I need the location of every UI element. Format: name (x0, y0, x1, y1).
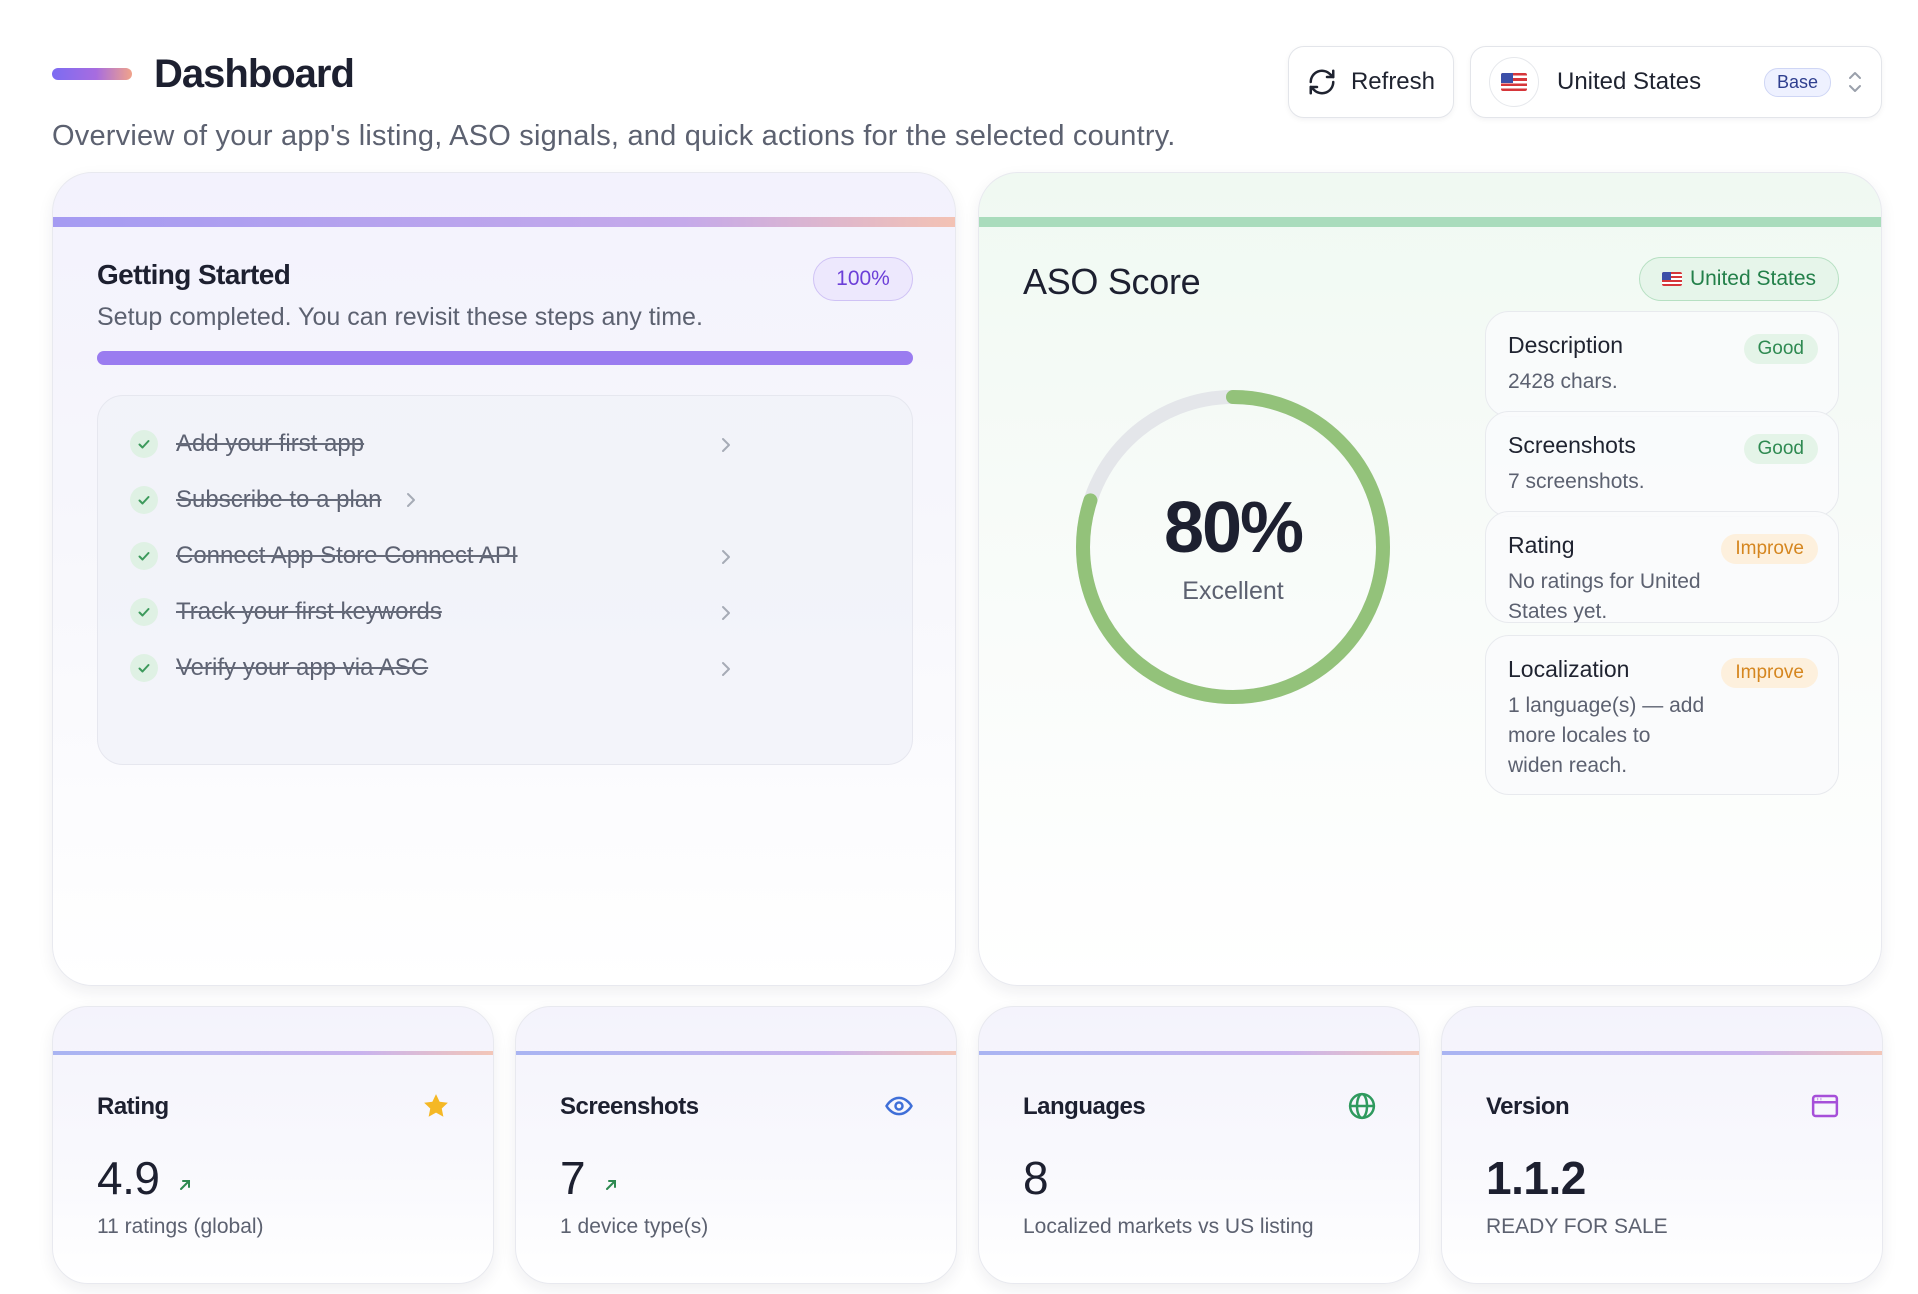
page-title: Dashboard (154, 51, 355, 96)
step-label: Track your first keywords (176, 598, 442, 625)
stat-value-row: 8 (1023, 1151, 1049, 1205)
refresh-icon (1309, 69, 1335, 95)
stat-value-row: 4.9 (97, 1151, 193, 1205)
status-badge: Good (1743, 334, 1818, 364)
status-badge: Improve (1721, 658, 1818, 688)
chevron-right-icon[interactable] (718, 658, 734, 680)
stat-title: Languages (1023, 1093, 1146, 1120)
stat-card-rating: Rating 4.9 11 ratings (global) (52, 1006, 494, 1284)
trend-up-icon (180, 1180, 191, 1190)
refresh-label: Refresh (1350, 68, 1436, 95)
chevron-right-icon (407, 493, 416, 507)
check-icon (130, 486, 158, 514)
metric-title: Rating (1508, 532, 1575, 558)
trend-up-icon (606, 1180, 617, 1190)
step-label: Subscribe to a plan (176, 486, 382, 513)
us-flag-icon (1501, 73, 1527, 91)
aso-score-card: ASO Score United States 80% Excellent De… (978, 172, 1882, 986)
stat-card-languages: Languages 8 Localized markets vs US list… (978, 1006, 1420, 1284)
star-icon (424, 1094, 448, 1117)
globe-icon (1348, 1092, 1376, 1120)
stat-card-version: Version 1.1.2 READY FOR SALE (1441, 1006, 1883, 1284)
aso-country-badge: United States (1639, 257, 1839, 301)
metric-rating: Rating No ratings for United States yet.… (1485, 511, 1839, 623)
check-icon (130, 430, 158, 458)
card-accent-bar (979, 1051, 1419, 1055)
getting-started-card: Getting Started Setup completed. You can… (52, 172, 956, 986)
aso-score-title: ASO Score (1023, 261, 1201, 302)
step-item[interactable]: Connect App Store Connect API (130, 536, 518, 576)
stat-card-screenshots: Screenshots 7 1 device type(s) (515, 1006, 957, 1284)
stat-note: READY FOR SALE (1486, 1215, 1668, 1238)
step-item[interactable]: Verify your app via ASC (130, 648, 428, 688)
chevron-right-icon[interactable] (718, 434, 734, 456)
stat-value: 7 (560, 1152, 586, 1204)
card-accent-bar (53, 217, 955, 227)
card-accent-bar (516, 1051, 956, 1055)
stat-title: Rating (97, 1093, 169, 1120)
check-icon (130, 598, 158, 626)
stat-value-row: 1.1.2 (1486, 1151, 1586, 1205)
flag-container (1489, 57, 1539, 107)
card-accent-bar (1442, 1051, 1882, 1055)
chevron-up-down-icon (1849, 72, 1861, 92)
country-select[interactable]: United States Base (1470, 46, 1882, 118)
metric-desc: 2428 chars. (1508, 370, 1618, 393)
title-accent-bar (52, 68, 132, 80)
country-select-value: United States (1557, 68, 1702, 95)
metric-localization: Localization 1 language(s) — add more lo… (1485, 635, 1839, 795)
stat-note: Localized markets vs US listing (1023, 1215, 1314, 1238)
aso-score-value: 80% (1163, 488, 1304, 568)
metric-desc: 1 language(s) — add more locales to wide… (1508, 694, 1705, 777)
step-item[interactable]: Track your first keywords (130, 592, 442, 632)
metric-title: Screenshots (1508, 432, 1636, 458)
aso-score-rating: Excellent (1182, 577, 1284, 605)
card-accent-bar (53, 1051, 493, 1055)
aso-country-label: United States (1689, 267, 1817, 290)
stat-value: 1.1.2 (1486, 1152, 1586, 1204)
metric-desc: No ratings for United States yet. (1508, 570, 1701, 623)
step-label: Verify your app via ASC (176, 654, 429, 681)
stat-note: 1 device type(s) (560, 1215, 709, 1238)
step-label: Connect App Store Connect API (176, 542, 518, 569)
progress-percent-badge: 100% (813, 257, 913, 301)
metric-screenshots: Screenshots 7 screenshots. Good (1485, 411, 1839, 517)
metric-desc: 7 screenshots. (1508, 470, 1645, 493)
metric-title: Localization (1508, 656, 1630, 682)
stat-title: Screenshots (560, 1093, 699, 1120)
getting-started-subtitle: Setup completed. You can revisit these s… (97, 303, 703, 331)
stat-value: 4.9 (97, 1152, 160, 1204)
aso-score-gauge (1076, 390, 1390, 704)
check-icon (130, 542, 158, 570)
eye-icon (885, 1096, 913, 1116)
status-badge: Improve (1721, 534, 1818, 564)
title-row: Dashboard (52, 46, 355, 102)
refresh-button[interactable]: Refresh (1288, 46, 1454, 118)
stat-note: 11 ratings (global) (97, 1215, 264, 1238)
stat-title: Version (1486, 1093, 1570, 1120)
card-accent-bar (979, 217, 1881, 227)
page-subtitle: Overview of your app's listing, ASO sign… (52, 120, 1176, 152)
metric-description: Description 2428 chars. Good (1485, 311, 1839, 417)
steps-list: Add your first app Subscribe to a plan C… (97, 395, 913, 765)
getting-started-title: Getting Started (97, 259, 291, 290)
step-item[interactable]: Subscribe to a plan (130, 480, 419, 520)
check-icon (130, 654, 158, 682)
setup-progress-fill (97, 351, 913, 365)
us-flag-icon (1661, 272, 1682, 286)
stat-value: 8 (1023, 1152, 1049, 1204)
step-item[interactable]: Add your first app (130, 424, 364, 464)
chevron-right-icon[interactable] (718, 602, 734, 624)
metric-title: Description (1508, 332, 1624, 358)
page-header: Dashboard Overview of your app's listing… (52, 46, 1882, 156)
base-badge: Base (1763, 67, 1831, 97)
setup-progress-bar (97, 351, 913, 365)
stat-value-row: 7 (560, 1151, 619, 1205)
step-label: Add your first app (176, 430, 365, 457)
status-badge: Good (1743, 434, 1818, 464)
chevron-right-icon[interactable] (718, 546, 734, 568)
browser-window-icon (1811, 1094, 1839, 1118)
